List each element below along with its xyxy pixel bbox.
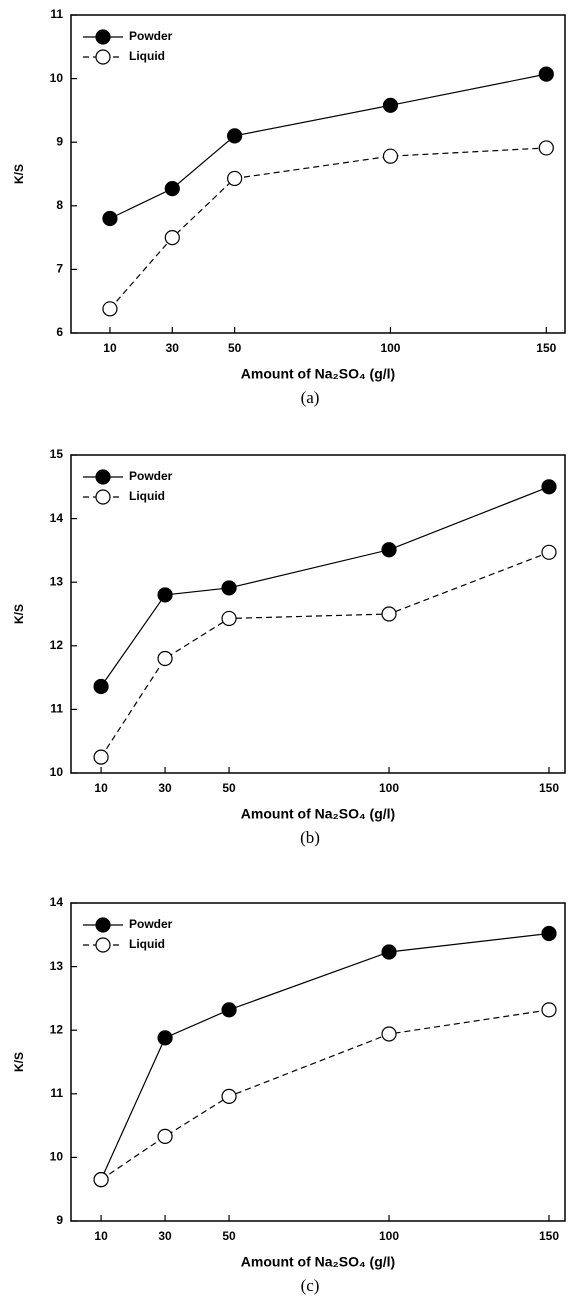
marker: [227, 170, 243, 187]
legend-label: Powder: [129, 29, 173, 43]
y-tick-label: 9: [56, 134, 63, 148]
y-tick-label: 9: [56, 1213, 63, 1227]
y-axis-label: K/S: [12, 1052, 26, 1072]
legend-marker: [95, 29, 111, 45]
x-tick-label: 150: [536, 341, 556, 355]
x-axis-label: Amount of Na₂SO₄ (g/l): [241, 366, 395, 382]
marker: [227, 128, 243, 144]
y-tick-label: 14: [50, 895, 64, 909]
y-tick-label: 6: [56, 325, 63, 339]
y-tick-label: 10: [50, 1150, 64, 1164]
plot-frame: [70, 454, 566, 774]
legend-label: Powder: [129, 469, 173, 483]
x-tick-label: 30: [158, 1229, 172, 1243]
y-tick-label: 11: [50, 702, 63, 716]
y-tick-label: 7: [56, 262, 63, 276]
marker: [164, 181, 180, 197]
marker: [157, 1128, 173, 1145]
y-tick-label: 11: [50, 1086, 63, 1100]
y-tick-label: 15: [50, 447, 64, 461]
y-tick-label: 12: [50, 638, 64, 652]
marker: [541, 1002, 557, 1018]
x-tick-label: 30: [166, 341, 180, 355]
marker: [541, 925, 557, 942]
marker: [541, 479, 557, 495]
x-tick-label: 100: [380, 341, 400, 355]
marker: [538, 140, 554, 156]
legend-label: Liquid: [129, 489, 165, 503]
y-tick-label: 14: [50, 511, 64, 525]
marker: [221, 580, 237, 596]
marker: [102, 301, 118, 317]
legend-label: Powder: [129, 917, 173, 931]
marker: [382, 148, 399, 164]
legend-marker: [95, 937, 111, 953]
caption: (a): [301, 388, 320, 407]
legend-label: Liquid: [129, 49, 165, 63]
marker: [93, 1172, 109, 1188]
x-tick-label: 100: [379, 781, 399, 795]
y-tick-label: 13: [50, 959, 64, 973]
marker: [381, 944, 397, 960]
marker: [157, 1030, 173, 1046]
plot-frame: [70, 14, 566, 334]
x-tick-label: 30: [158, 781, 172, 795]
marker: [93, 678, 109, 695]
x-tick-label: 10: [94, 781, 108, 795]
caption: (c): [301, 1276, 320, 1295]
x-axis-label: Amount of Na₂SO₄ (g/l): [241, 806, 395, 822]
x-tick-label: 100: [379, 1229, 399, 1243]
legend-marker: [95, 917, 111, 933]
legend-marker: [95, 489, 111, 505]
series-line: [109, 147, 547, 310]
x-tick-label: 50: [222, 1229, 236, 1243]
marker: [164, 230, 180, 246]
marker: [381, 606, 397, 622]
marker: [221, 610, 237, 627]
x-tick-label: 150: [539, 1229, 559, 1243]
plot-frame: [70, 902, 566, 1222]
x-tick-label: 10: [103, 341, 117, 355]
legend-marker: [95, 469, 111, 485]
y-tick-label: 11: [50, 7, 63, 21]
x-tick-label: 50: [228, 341, 242, 355]
marker: [381, 1026, 397, 1042]
y-tick-label: 13: [50, 574, 64, 588]
x-tick-label: 150: [539, 781, 559, 795]
y-axis-label: K/S: [12, 604, 26, 624]
caption: (b): [300, 828, 320, 847]
marker: [221, 1002, 237, 1018]
legend-marker: [95, 49, 111, 65]
y-tick-label: 8: [56, 198, 63, 212]
x-axis-label: Amount of Na₂SO₄ (g/l): [241, 1254, 395, 1270]
y-tick-label: 10: [50, 71, 64, 85]
x-tick-label: 50: [222, 781, 236, 795]
series-line: [109, 73, 547, 220]
x-tick-label: 10: [94, 1229, 108, 1243]
marker: [381, 542, 397, 558]
y-tick-label: 12: [50, 1022, 64, 1036]
marker: [382, 97, 399, 113]
marker: [93, 749, 109, 765]
y-axis-label: K/S: [12, 164, 26, 184]
marker: [221, 1088, 237, 1104]
legend-label: Liquid: [129, 937, 165, 951]
marker: [157, 650, 173, 667]
y-tick-label: 10: [50, 765, 64, 779]
marker: [157, 587, 173, 603]
marker: [541, 544, 557, 560]
marker: [102, 210, 118, 227]
marker: [538, 66, 554, 82]
